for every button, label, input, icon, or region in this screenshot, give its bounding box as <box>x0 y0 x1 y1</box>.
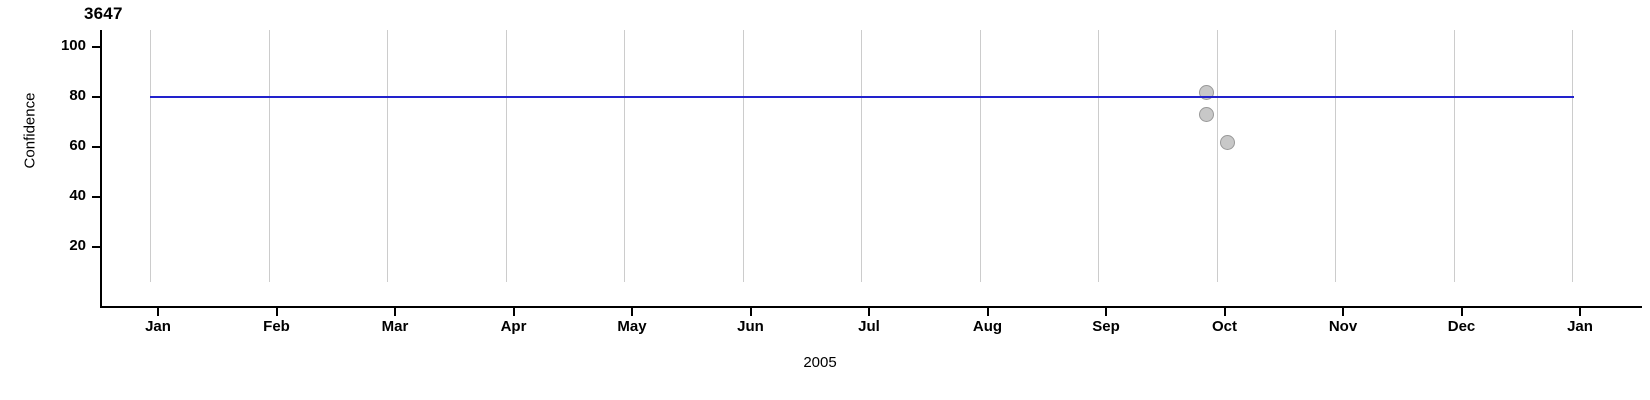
gridline-vertical <box>268 30 270 282</box>
x-tick-mark <box>275 308 278 316</box>
x-tick-mark <box>749 308 752 316</box>
x-axis-title: 2005 <box>803 354 837 371</box>
gridline-vertical <box>861 30 862 282</box>
y-tick-label: 20 <box>69 237 86 254</box>
x-tick-label: Oct <box>1211 318 1237 335</box>
x-tick-label: Dec <box>1447 318 1476 335</box>
x-tick-label: Nov <box>1328 318 1358 335</box>
y-tick-label: 100 <box>60 37 86 54</box>
x-axis-spine <box>100 306 1642 308</box>
gridline-vertical <box>624 30 625 282</box>
y-tick-label: 60 <box>69 137 86 154</box>
data-point-marker[interactable] <box>1199 84 1215 100</box>
x-tick-label: Apr <box>500 318 527 335</box>
y-axis-title: Confidence <box>21 92 39 169</box>
gridline-vertical <box>1335 30 1336 282</box>
x-tick-mark <box>1105 308 1107 316</box>
y-tick-mark <box>92 246 100 248</box>
x-tick-label: Aug <box>972 318 1003 335</box>
chart-title: 3647 <box>84 4 123 23</box>
x-tick-mark <box>1460 308 1463 316</box>
x-tick-label: Sep <box>1092 318 1120 335</box>
x-tick-label: Mar <box>381 318 409 335</box>
y-tick-label: 80 <box>69 87 86 104</box>
x-tick-mark <box>868 308 870 316</box>
gridline-vertical <box>387 30 388 282</box>
x-tick-label: May <box>617 318 647 335</box>
y-tick-mark <box>92 96 100 98</box>
x-tick-label: Jun <box>737 318 764 335</box>
x-tick-mark <box>1579 308 1581 316</box>
gridline-vertical <box>1453 30 1455 282</box>
x-tick-label: Feb <box>263 318 290 335</box>
y-tick-mark <box>92 146 100 148</box>
y-tick-mark <box>92 46 100 48</box>
threshold-line <box>150 96 1574 98</box>
x-tick-mark <box>1342 308 1344 316</box>
gridline-vertical <box>1216 30 1218 282</box>
gridline-vertical <box>742 30 744 282</box>
x-tick-mark <box>512 308 515 316</box>
gridline-vertical <box>1098 30 1099 282</box>
y-tick-mark <box>92 196 100 198</box>
y-axis-spine <box>100 30 102 308</box>
gridline-vertical <box>150 30 151 282</box>
x-tick-label: Jan <box>1567 318 1593 335</box>
x-tick-label: Jan <box>145 318 171 335</box>
x-tick-mark <box>986 308 989 316</box>
data-point-marker[interactable] <box>1199 107 1215 122</box>
gridline-vertical <box>505 30 507 282</box>
x-tick-mark <box>157 308 159 316</box>
gridline-vertical <box>979 30 981 282</box>
data-point-marker[interactable] <box>1219 134 1235 150</box>
x-tick-mark <box>631 308 633 316</box>
x-tick-label: Jul <box>858 318 880 335</box>
y-tick-label: 40 <box>69 187 86 204</box>
x-tick-mark <box>1223 308 1226 316</box>
x-tick-mark <box>394 308 396 316</box>
gridline-vertical <box>1572 30 1573 282</box>
